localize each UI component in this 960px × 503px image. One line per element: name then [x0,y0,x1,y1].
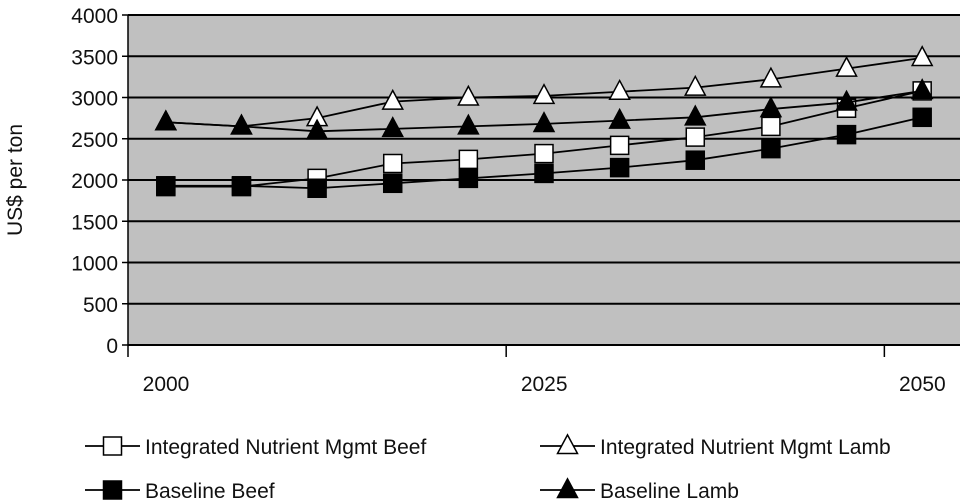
data-point [609,135,630,156]
legend-item: Baseline Beef [85,480,275,503]
data-point [608,78,631,101]
y-tick-label: 2000 [71,170,118,193]
data-point [230,113,253,135]
data-point [608,107,631,129]
data-point [382,153,403,174]
data-point [381,116,404,138]
data-point [684,104,707,126]
y-tick-label: 500 [83,294,118,317]
data-point [685,127,706,147]
data-point [458,168,479,189]
y-tick-label: 3000 [71,88,118,111]
x-tick-labels: 2000 2025 2050 [143,373,946,396]
data-point [761,138,781,159]
data-point [457,84,480,106]
axes [127,15,960,357]
y-tick-label: 0 [106,335,118,358]
series-4 [154,78,934,140]
data-point [684,74,707,96]
y-tick-label: 1500 [71,211,118,234]
data-point [534,143,554,164]
data-point [305,118,329,140]
data-point [685,150,706,170]
data-point [836,124,857,145]
data-point [912,107,932,128]
legend-label: Baseline Beef [145,480,275,503]
legend-label: Integrated Nutrient Mgmt Beef [145,436,426,459]
data-point [532,83,556,105]
data-point [910,45,934,67]
legend-marker [102,436,123,456]
data-point [156,176,176,196]
data-point [835,55,858,77]
data-point [532,111,556,133]
data-point [307,178,327,198]
legend-marker [556,477,579,499]
y-tick-label: 4000 [71,5,118,28]
legend-marker [102,480,123,500]
legend-item: Integrated Nutrient Mgmt Lamb [540,433,891,459]
y-tick-labels: 0 500 1000 1500 2000 2500 3000 3500 4000 [71,5,118,358]
data-point [759,96,783,118]
data-point [231,176,252,196]
legend-item: Baseline Lamb [540,477,739,503]
legend-label: Baseline Lamb [600,480,739,503]
data-point [609,157,630,178]
legend-item: Integrated Nutrient Mgmt Beef [85,436,426,459]
data-point [761,116,781,137]
data-point [458,149,479,170]
data-point [835,89,858,111]
data-point [382,173,403,194]
y-tick-label: 2500 [71,129,118,152]
legend-label: Integrated Nutrient Mgmt Lamb [600,436,891,459]
y-tick-label: 3500 [71,46,118,69]
x-tick-label: 2000 [143,373,190,396]
x-tick-label: 2050 [899,373,946,396]
data-point [457,113,480,135]
series-3 [156,107,932,198]
legend-marker [556,433,579,455]
x-tick-label: 2025 [521,373,568,396]
y-tick-label: 1000 [71,253,118,276]
series-group [154,45,934,198]
data-point [910,78,934,100]
data-point [759,66,783,88]
data-point [534,163,554,184]
y-axis-label: US$ per ton [4,124,27,236]
data-point [381,88,404,110]
data-point [154,109,178,131]
legend: Integrated Nutrient Mgmt Beef Integrated … [85,433,891,503]
